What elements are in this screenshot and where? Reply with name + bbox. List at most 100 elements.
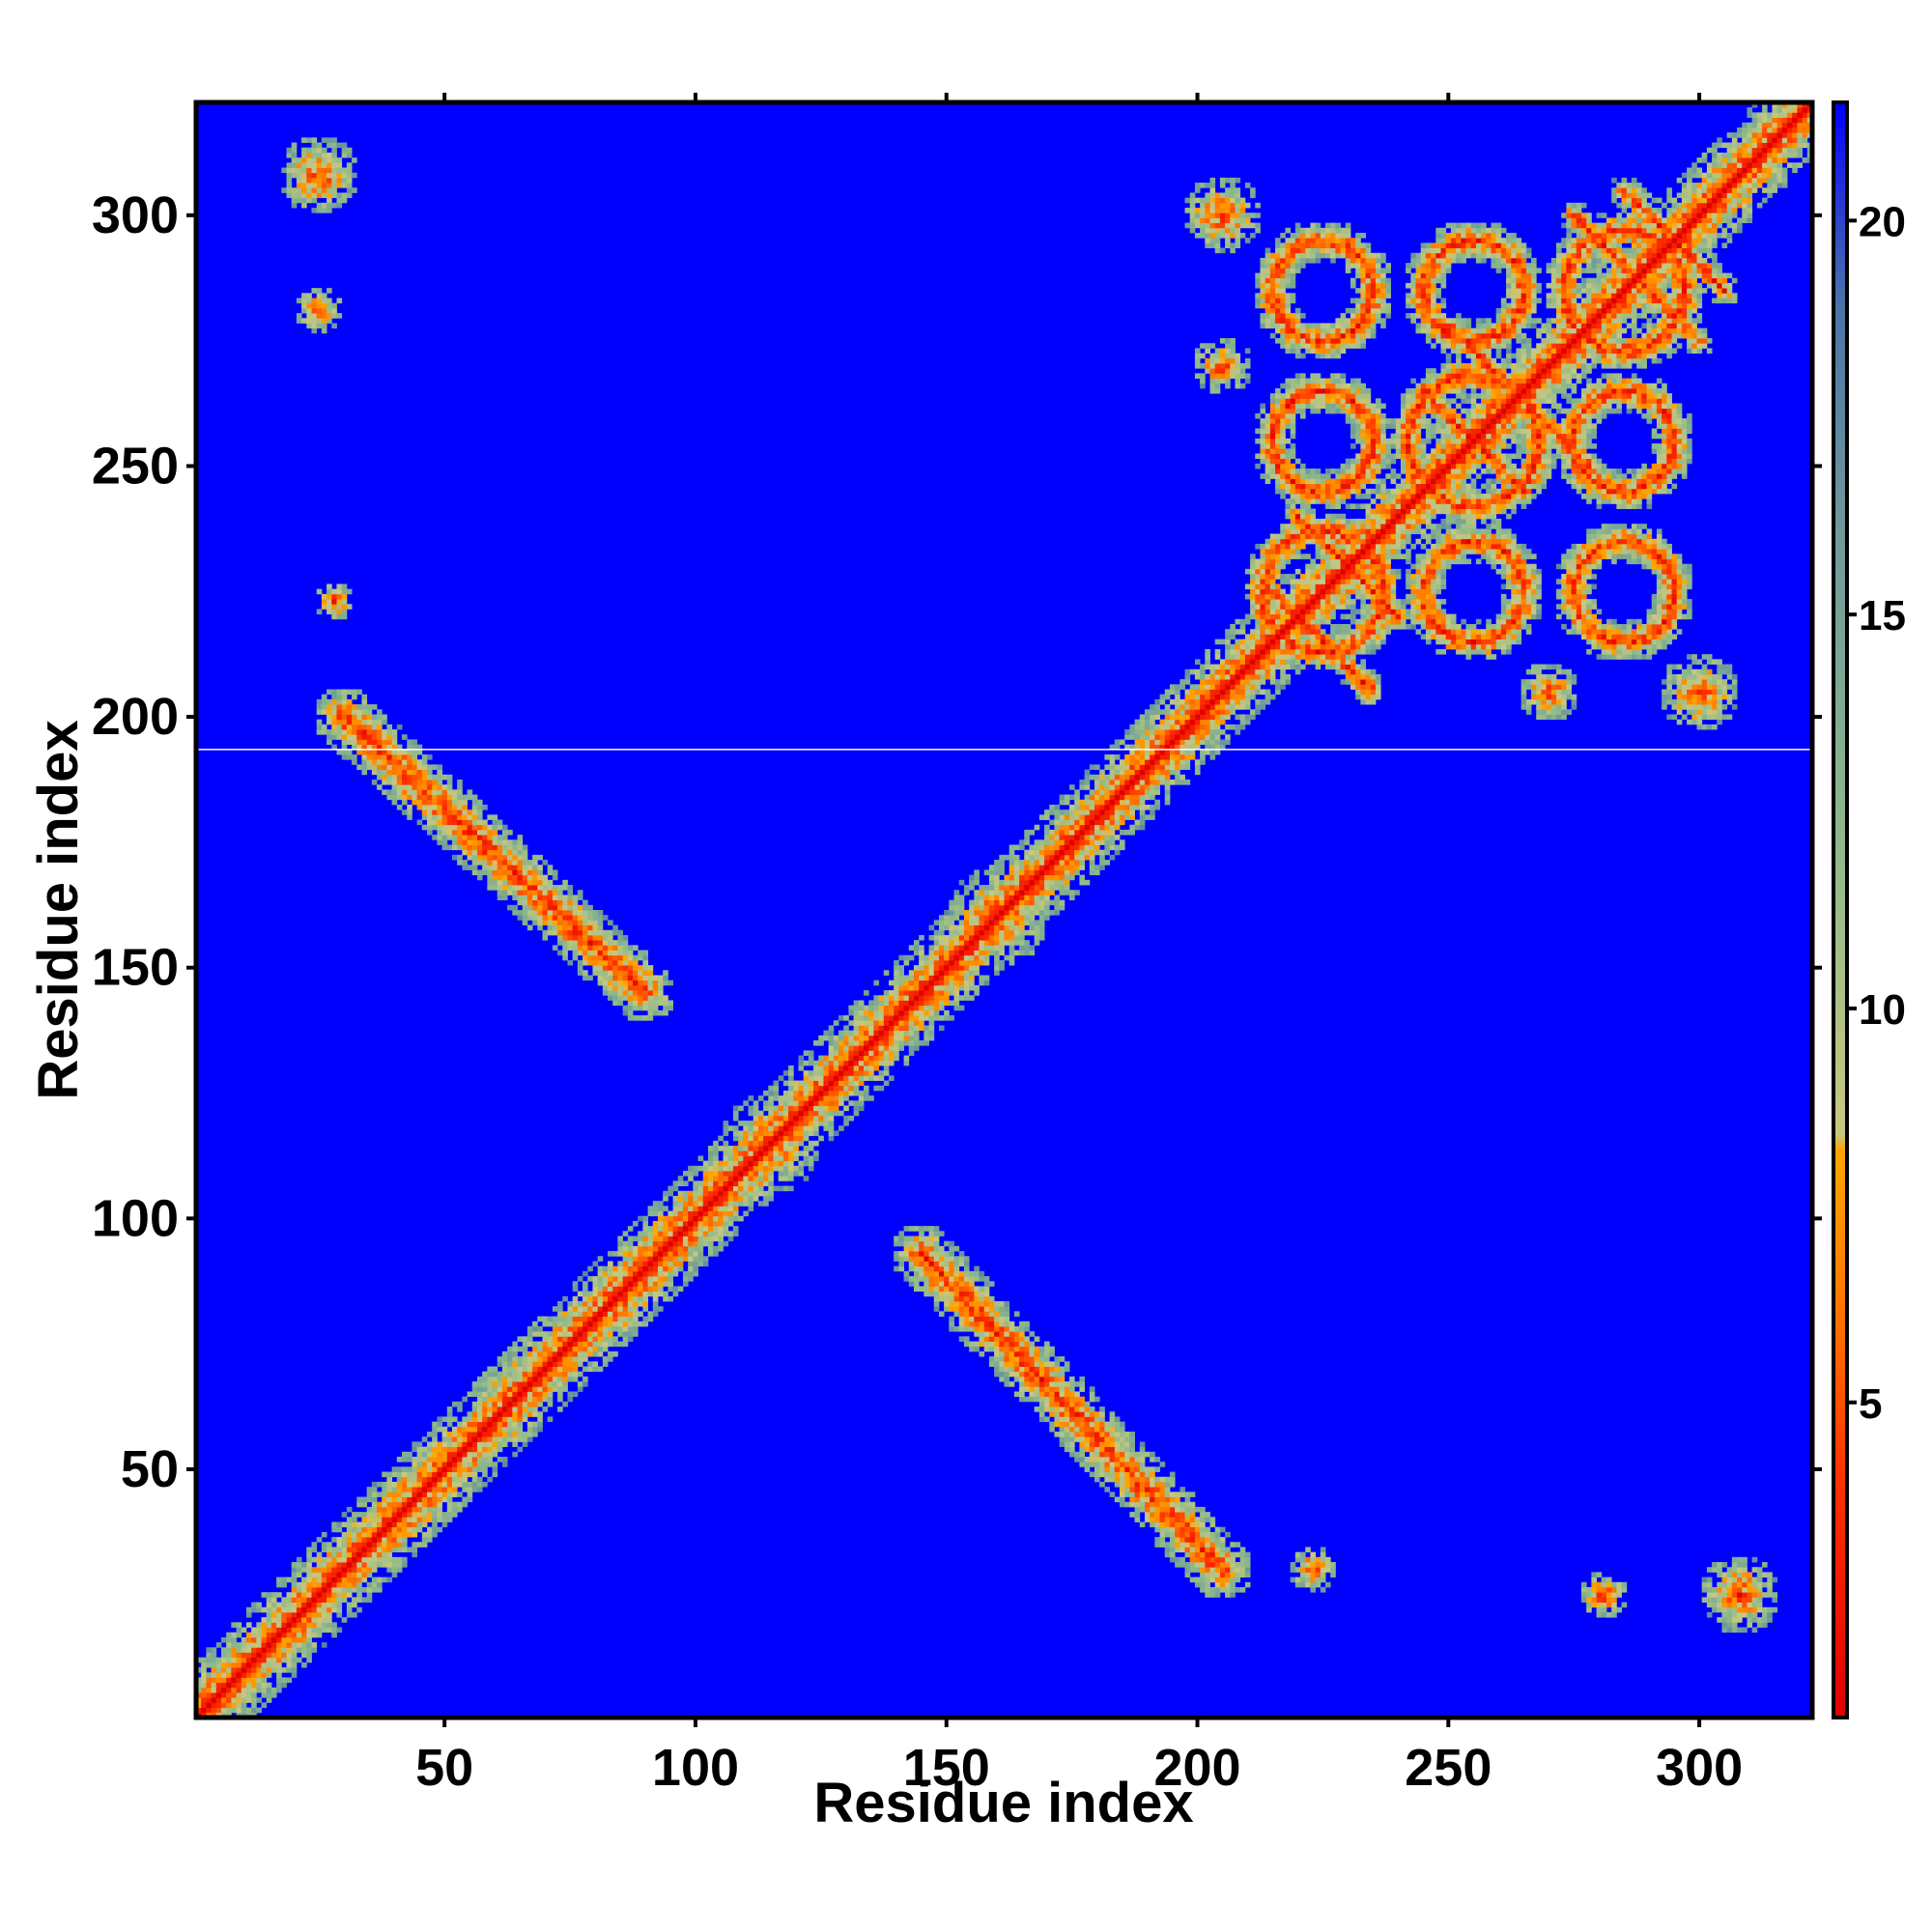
heatmap-cell (1194, 1517, 1201, 1522)
heatmap-cell (301, 1606, 307, 1613)
heatmap-cell (1244, 1572, 1251, 1578)
heatmap-cell (1064, 1386, 1070, 1392)
heatmap-cell (557, 1325, 563, 1332)
heatmap-cell (652, 1281, 659, 1287)
heatmap-cell (501, 1386, 508, 1392)
heatmap-cell (266, 1592, 272, 1598)
heatmap-cell (622, 1306, 629, 1312)
heatmap-cell (1019, 874, 1025, 881)
heatmap-cell (718, 1146, 724, 1151)
heatmap-cell (903, 1040, 910, 1046)
heatmap-cell (437, 1466, 442, 1472)
heatmap-cell (226, 1692, 232, 1698)
heatmap-cell (979, 959, 985, 966)
heatmap-cell (974, 1276, 980, 1282)
heatmap-cell (1219, 1567, 1226, 1573)
heatmap-cell (782, 1176, 789, 1181)
heatmap-cell (923, 1251, 929, 1257)
heatmap-cell (858, 1060, 865, 1066)
heatmap-cell (693, 1245, 698, 1252)
heatmap-cell (677, 1176, 684, 1181)
heatmap-cell (587, 1341, 593, 1348)
heatmap-cell (808, 1115, 814, 1122)
heatmap-cell (969, 885, 975, 891)
heatmap-cell (316, 1606, 323, 1613)
heatmap-cell (346, 1537, 353, 1543)
heatmap-cell (497, 860, 503, 866)
heatmap-cell (446, 1406, 453, 1412)
heatmap-cell (526, 904, 533, 911)
heatmap-cell (567, 910, 574, 916)
heatmap-cell (577, 1356, 583, 1362)
heatmap-cell (707, 1160, 714, 1167)
heatmap-cell (236, 1707, 242, 1714)
heatmap-cell (969, 1325, 975, 1332)
heatmap-cell (702, 1226, 709, 1232)
heatmap-cell (864, 1030, 869, 1037)
heatmap-cell (306, 1647, 312, 1653)
heatmap-cell (958, 1325, 965, 1332)
heatmap-cell (938, 920, 945, 925)
heatmap-cell (597, 1316, 604, 1322)
heatmap-cell (231, 1677, 237, 1684)
heatmap-cell (693, 1265, 698, 1272)
heatmap-cell (853, 1005, 860, 1011)
heatmap-cell (1029, 945, 1036, 951)
heatmap-cell (567, 1321, 574, 1327)
heatmap-cell (1009, 869, 1015, 876)
heatmap-cell (1009, 1361, 1015, 1367)
heatmap-cell (537, 1361, 543, 1367)
heatmap-cell (919, 1276, 924, 1282)
heatmap-cell (757, 1130, 764, 1137)
heatmap-cell (1747, 1581, 1753, 1588)
heatmap-cell (476, 1386, 483, 1392)
heatmap-cell (682, 1231, 689, 1236)
heatmap-cell (994, 1366, 1000, 1373)
heatmap-cell (938, 1256, 945, 1262)
heatmap-cell (979, 1316, 985, 1322)
heatmap-cell (647, 1256, 654, 1262)
heatmap-cell (898, 980, 904, 986)
heatmap-cell (763, 1201, 769, 1207)
heatmap-cell (707, 1155, 714, 1162)
heatmap-cell (1200, 1537, 1206, 1543)
heatmap-cell (693, 1231, 698, 1236)
heatmap-cell (526, 1366, 533, 1373)
heatmap-cell (612, 1281, 618, 1287)
heatmap-cell (768, 1171, 774, 1177)
heatmap-cell (306, 1602, 312, 1608)
heatmap-cell (658, 1261, 664, 1267)
heatmap-cell (1139, 1521, 1146, 1528)
heatmap-cell (1762, 1592, 1768, 1598)
heatmap-cell (316, 1617, 323, 1623)
heatmap-cell (471, 1426, 478, 1433)
heatmap-cell (647, 1015, 654, 1021)
heatmap-cell (517, 1416, 524, 1423)
heatmap-cell (1772, 1597, 1778, 1603)
heatmap-cell (577, 1371, 583, 1378)
heatmap-cell (688, 1176, 694, 1181)
heatmap-cell (868, 1070, 874, 1076)
heatmap-cell (582, 904, 588, 911)
heatmap-cell (638, 1005, 643, 1011)
heatmap-cell (1159, 1537, 1166, 1543)
heatmap-cell (693, 1201, 698, 1207)
heatmap-cell (923, 1286, 929, 1293)
heatmap-cell (462, 1487, 468, 1492)
heatmap-cell (597, 929, 604, 936)
heatmap-cell (427, 1501, 433, 1508)
heatmap-cell (501, 1416, 508, 1423)
heatmap-cell (587, 1361, 593, 1367)
heatmap-cell (567, 1376, 574, 1382)
heatmap-cell (938, 1281, 945, 1287)
heatmap-cell (1064, 885, 1070, 891)
heatmap-cell (562, 1371, 568, 1378)
heatmap-cell (1200, 1542, 1206, 1548)
heatmap-cell (658, 1231, 664, 1236)
heatmap-cell (291, 1647, 298, 1653)
heatmap-cell (963, 984, 970, 991)
heatmap-cell (1175, 1496, 1180, 1503)
heatmap-cell (748, 1130, 754, 1137)
heatmap-cell (476, 1432, 483, 1437)
heatmap-cell (768, 1110, 774, 1117)
